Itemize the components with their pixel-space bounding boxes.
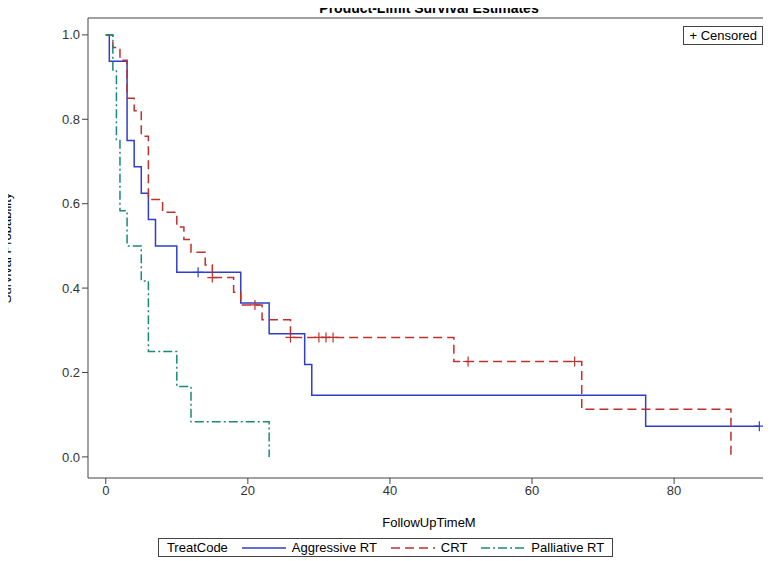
html-text:CRT: CRT: [440, 540, 468, 555]
html-text:TreatCode: TreatCode: [166, 540, 228, 555]
svg-text:0.4: 0.4: [62, 281, 80, 296]
html-text:Aggressive RT: Aggressive RT: [291, 540, 377, 555]
svg-text:60: 60: [525, 483, 539, 498]
svg-text:0.0: 0.0: [62, 450, 80, 465]
html-text:Palliative RT: Palliative RT: [531, 540, 605, 555]
svg-text:40: 40: [383, 483, 397, 498]
svg-text:1.0: 1.0: [62, 27, 80, 42]
svg-text:Survival Probability: Survival Probability: [8, 192, 14, 303]
svg-text:0.8: 0.8: [62, 112, 80, 127]
html-text:+ Censored: + Censored: [689, 28, 757, 43]
svg-text:FollowUpTimeM: FollowUpTimeM: [382, 515, 475, 530]
svg-text:0.2: 0.2: [62, 365, 80, 380]
svg-text:0.6: 0.6: [62, 196, 80, 211]
svg-text:0: 0: [102, 483, 109, 498]
html-text:Product-Limit Survival Estimat: Product-Limit Survival Estimates: [319, 0, 539, 16]
svg-text:20: 20: [241, 483, 255, 498]
svg-text:80: 80: [667, 483, 681, 498]
